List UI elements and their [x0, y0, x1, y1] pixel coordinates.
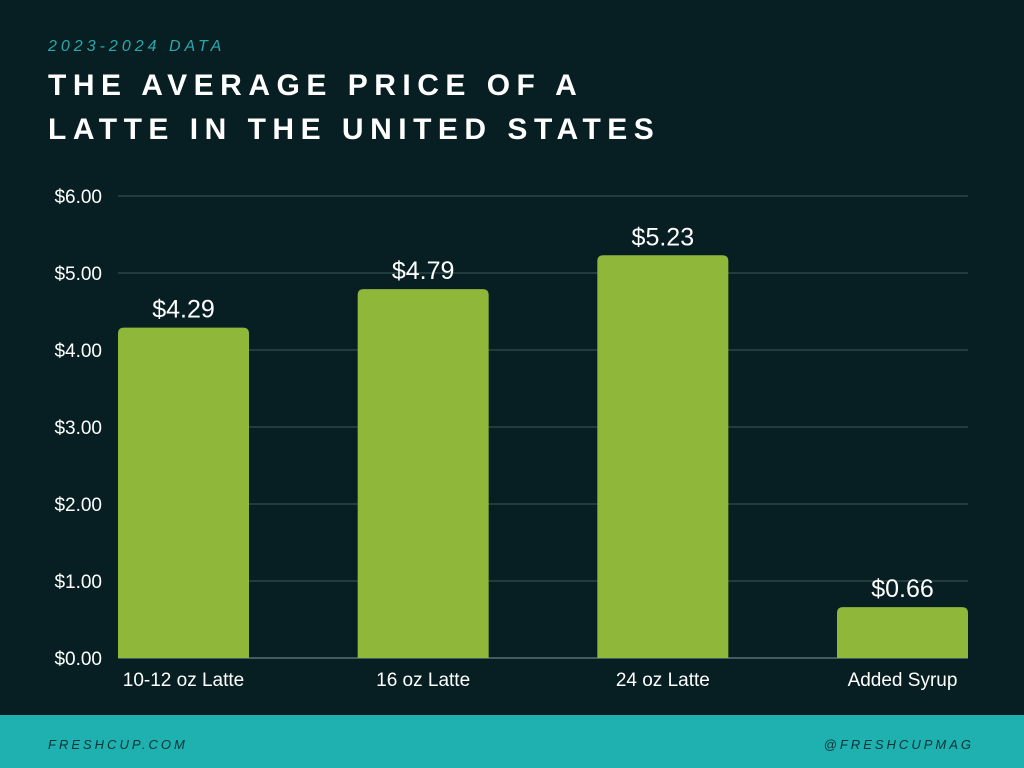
y-tick-label: $2.00	[54, 495, 102, 516]
bar-3	[597, 255, 729, 659]
x-tick-label: 24 oz Latte	[616, 670, 710, 691]
x-tick-label: Added Syrup	[848, 670, 958, 691]
bar-1	[118, 327, 249, 658]
bar-value-label: $5.23	[632, 223, 695, 251]
y-tick-label: $0.00	[54, 649, 102, 670]
chart-title-line-1: THE AVERAGE PRICE OF A	[48, 69, 584, 102]
bar-4	[837, 607, 968, 658]
bar-2	[357, 289, 489, 658]
bar-value-label: $4.79	[392, 257, 455, 285]
chart-title-line-2: LATTE IN THE UNITED STATES	[48, 113, 661, 146]
bar-chart: $0.00 $1.00 $2.00 $3.00 $4.00 $5.00 $6.00 $4.29…	[54, 187, 968, 691]
y-tick-label: $3.00	[54, 418, 102, 439]
y-tick-label: $6.00	[54, 187, 102, 208]
bar-value-label: $4.29	[152, 296, 215, 324]
footer: FRESHCUP.COM @FRESHCUPMAG	[0, 715, 1024, 768]
footer-website: FRESHCUP.COM	[48, 737, 188, 752]
y-tick-label: $1.00	[54, 572, 102, 593]
x-tick-label: 16 oz Latte	[376, 670, 470, 691]
x-tick-label: 10-12 oz Latte	[123, 670, 244, 691]
bar-value-label: $0.66	[871, 575, 934, 603]
chart-subtitle: 2023-2024 DATA	[48, 38, 226, 55]
chart-title: THE AVERAGE PRICE OF A LATTE IN THE UNIT…	[48, 64, 748, 152]
y-tick-label: $4.00	[54, 341, 102, 362]
footer-social-handle: @FRESHCUPMAG	[823, 737, 974, 752]
y-tick-label: $5.00	[54, 264, 102, 285]
